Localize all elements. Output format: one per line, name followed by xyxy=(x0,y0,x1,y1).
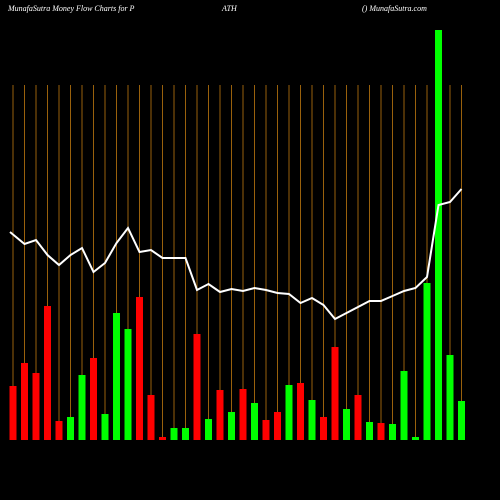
bar xyxy=(343,409,350,440)
bar xyxy=(251,403,258,440)
bar xyxy=(159,437,166,440)
bar xyxy=(228,412,235,440)
bar xyxy=(308,400,316,440)
bar xyxy=(205,419,212,440)
bar xyxy=(136,297,143,440)
money-flow-line xyxy=(9,188,463,321)
bar xyxy=(182,428,189,440)
bar xyxy=(320,417,327,440)
bar xyxy=(412,437,419,440)
bar xyxy=(216,390,224,440)
bar xyxy=(21,363,28,440)
chart-title: MunafaSutra Money Flow Charts for P xyxy=(7,4,135,13)
bar xyxy=(389,424,396,440)
bar xyxy=(458,401,465,440)
bar xyxy=(354,395,362,440)
bar xyxy=(78,375,86,440)
bar xyxy=(55,421,63,440)
bar xyxy=(239,389,247,440)
bar xyxy=(435,30,442,440)
bar xyxy=(366,422,373,440)
chart-title-right: () MunafaSutra.com xyxy=(362,4,427,13)
bar xyxy=(262,420,270,440)
bar xyxy=(297,383,304,440)
bar xyxy=(400,371,408,440)
bar xyxy=(32,373,40,440)
bar xyxy=(423,283,431,440)
bar xyxy=(9,386,17,440)
bar xyxy=(331,347,339,440)
bar xyxy=(147,395,155,440)
bar xyxy=(193,334,201,440)
bar xyxy=(285,385,293,440)
bar xyxy=(67,417,74,440)
bar xyxy=(170,428,178,440)
bar xyxy=(90,358,97,440)
bar xyxy=(274,412,281,440)
bar xyxy=(44,306,51,440)
bar xyxy=(113,313,120,440)
chart-title-middle: ATH xyxy=(221,4,238,13)
bar xyxy=(377,423,385,440)
bar xyxy=(101,414,109,440)
bar xyxy=(124,329,132,440)
bar xyxy=(446,355,454,440)
